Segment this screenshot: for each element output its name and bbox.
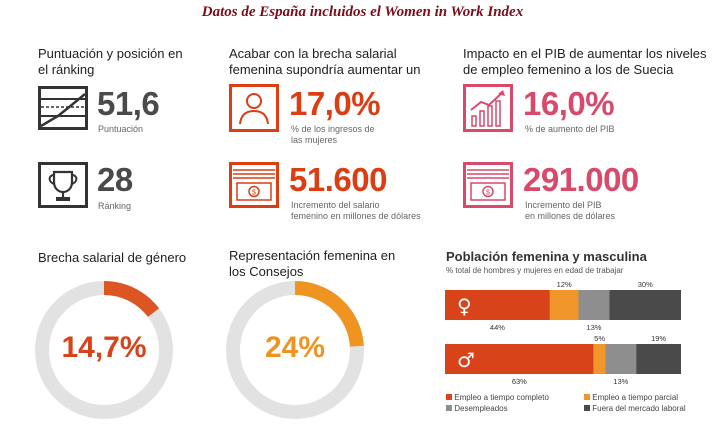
bar-segment-male-3 [636,344,681,374]
male-symbol-icon: ♂ [457,348,475,372]
bar-segment-male-1 [593,344,606,374]
gdp-percent: 16,0% [523,85,615,122]
rank-value: 28 [97,161,133,198]
bar-segment-female-0 [445,290,550,320]
gdp-impact-title: Impacto en el PIB de aumentar los nivele… [463,46,707,77]
gdp-amount: 291.000 [523,161,639,198]
legend-item-inactive: Fuera del mercado laboral [584,404,686,413]
legend-item-full-time: Empleo a tiempo completo [446,393,549,402]
bar-segment-female-3 [609,290,681,320]
gdp-amount-label: Incremento del PIB en millones de dólare… [525,200,616,221]
growth-chart-icon [463,84,513,132]
banknote-icon: $ [463,162,513,208]
gender-pay-gap-ring [35,281,173,419]
bar-label-female-3: 30% [638,280,653,289]
pay-gap-amount-label: Incremento del salario femenino en millo… [291,200,421,221]
population-chart-title: Población femenina y masculina [446,249,647,264]
bar-label-male-0: 63% [512,377,527,386]
bar-segment-female-2 [578,290,610,320]
gender-pay-gap-ring-fill [35,281,173,419]
legend-item-unemployed: Desempleados [446,404,508,413]
trophy-icon [38,162,88,208]
banknote-icon: $ [229,162,279,208]
legend-swatch-unemployed [446,405,452,411]
legend-swatch-full-time [446,394,452,400]
pay-gap-percent-label: % de los ingresos de las mujeres [291,124,375,145]
score-value: 51,6 [97,85,160,122]
board-representation-value: 24% [264,331,326,364]
page-title: Datos de España incluidos el Women in Wo… [201,4,524,20]
legend-swatch-inactive [584,405,590,411]
svg-text:$: $ [252,190,256,197]
bar-segment-male-2 [605,344,637,374]
bar-segment-male-0 [445,344,594,374]
board-representation-title: Representación femenina en los Consejos [229,248,396,279]
svg-text:$: $ [486,190,490,197]
pay-gap-amount: 51.600 [289,161,387,198]
board-representation-ring-fill [226,281,364,419]
rank-label: Ránking [98,201,132,211]
score-label: Puntuación [98,124,144,134]
bar-label-male-3: 19% [651,334,666,343]
legend-item-part-time: Empleo a tiempo parcial [584,393,678,402]
person-icon [229,84,279,132]
score-chart-icon [38,86,88,130]
bar-label-female-1: 12% [557,280,572,289]
ranking-title: Puntuación y posición en el ránking [38,46,183,77]
bar-label-male-2: 13% [613,377,628,386]
gender-pay-gap-value: 14,7% [61,331,147,364]
population-chart-subtitle: % total de hombres y mujeres en edad de … [446,266,624,275]
bar-label-male-1: 5% [594,334,605,343]
pay-gap-percent: 17,0% [289,85,381,122]
bar-label-female-2: 13% [586,323,601,332]
gender-pay-gap-title: Brecha salarial de género [38,250,187,265]
bar-segment-female-1 [549,290,579,320]
board-representation-ring [226,281,364,419]
gdp-percent-label: % de aumento del PIB [525,124,615,134]
population-stacked-bar-chart: 44% 12% 13% 30% ♀ 63% 5% 13% 19% ♂ [445,280,681,386]
bar-label-female-0: 44% [490,323,505,332]
female-symbol-icon: ♀ [457,294,472,318]
legend-swatch-part-time [584,394,590,400]
pay-gap-impact-title: Acabar con la brecha salarial femenina s… [229,46,421,77]
